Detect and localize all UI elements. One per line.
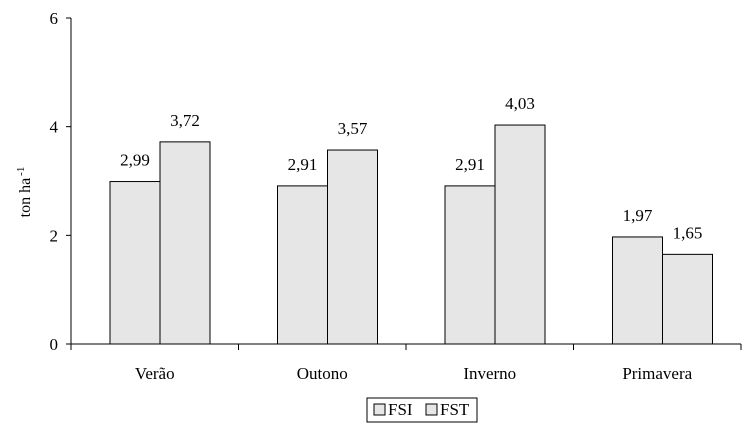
y-axis-label-text: ton ha	[17, 178, 34, 218]
legend-label: FSI	[388, 400, 413, 419]
bar-fsi	[612, 236, 663, 345]
y-axis-label-superscript: -1	[15, 167, 27, 176]
bar-fsi	[277, 185, 328, 345]
bar-fsi	[444, 185, 496, 345]
data-label: 2,91	[455, 155, 485, 174]
category-labels: Verão Outono Inverno Primavera	[135, 364, 693, 383]
data-label: 2,91	[288, 155, 318, 174]
category-label: Outono	[297, 364, 348, 383]
bars	[109, 124, 713, 345]
data-label: 1,97	[623, 206, 653, 225]
data-labels: 2,99 3,72 2,91 3,57 2,91 4,03 1,97 1,65	[120, 94, 702, 242]
data-label: 1,65	[673, 223, 703, 242]
data-label: 3,57	[338, 119, 368, 138]
data-label: 4,03	[505, 94, 535, 113]
legend-swatch-fst	[425, 403, 438, 416]
legend-swatch-fsi	[373, 403, 386, 416]
bar-fst	[662, 253, 713, 345]
category-label: Inverno	[463, 364, 516, 383]
data-label: 2,99	[120, 151, 150, 170]
category-label: Verão	[135, 364, 175, 383]
bar-fst	[159, 141, 211, 345]
legend: FSI FST	[366, 397, 478, 423]
y-axis: 0 2 4 6	[50, 9, 72, 354]
bar-fst	[327, 149, 378, 345]
legend-label: FST	[440, 400, 470, 419]
bar-fsi	[109, 181, 161, 345]
bar-fst	[494, 124, 546, 345]
y-tick-label: 2	[50, 226, 59, 245]
y-tick-label: 4	[50, 118, 59, 137]
y-tick-label: 6	[50, 9, 59, 28]
x-axis	[70, 343, 742, 350]
data-label: 3,72	[170, 111, 200, 130]
y-axis-label: ton ha -1	[15, 167, 34, 218]
category-label: Primavera	[622, 364, 692, 383]
y-tick-label: 0	[50, 335, 59, 354]
